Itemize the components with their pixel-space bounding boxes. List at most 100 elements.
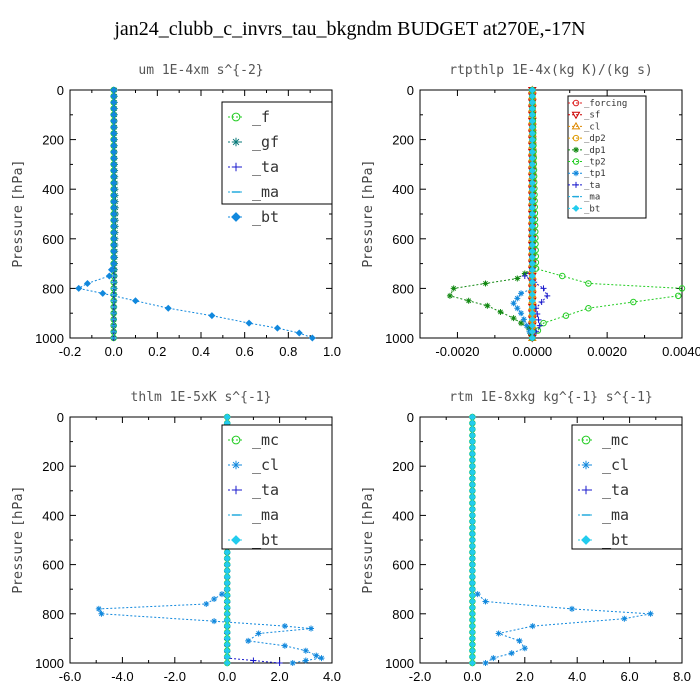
legend-marker xyxy=(231,212,241,222)
series-bt xyxy=(528,86,536,342)
data-point xyxy=(523,322,530,329)
x-tick-label: -2.0 xyxy=(164,669,186,684)
data-point xyxy=(497,308,504,315)
x-tick-label: 4.0 xyxy=(568,669,586,684)
data-point xyxy=(110,136,118,144)
legend-marker xyxy=(231,137,241,147)
data-point xyxy=(110,179,118,187)
data-point xyxy=(110,148,118,156)
data-point xyxy=(223,659,231,667)
data-point xyxy=(110,173,118,181)
data-point xyxy=(508,650,515,657)
series-bt xyxy=(75,86,316,342)
legend-marker xyxy=(581,460,591,470)
chart-panel-2: rtpthlp 1E-4x(kg K)/(kg s) Pressure [hPa]… xyxy=(361,63,700,359)
y-tick-label: 800 xyxy=(392,281,414,296)
data-point xyxy=(482,660,489,666)
legend-label: _ta xyxy=(252,158,279,176)
data-point xyxy=(218,591,225,598)
data-point xyxy=(529,623,536,630)
data-point xyxy=(110,253,118,261)
data-point xyxy=(528,278,536,286)
data-point xyxy=(528,235,536,243)
legend-label: _tp1 xyxy=(584,169,606,179)
data-point xyxy=(468,499,476,507)
y-tick-label: 1000 xyxy=(385,331,414,346)
data-point xyxy=(450,285,457,292)
data-point xyxy=(203,600,210,607)
data-point xyxy=(516,637,523,644)
data-point xyxy=(110,204,118,212)
data-point xyxy=(110,222,118,230)
data-point xyxy=(647,610,654,617)
data-point xyxy=(528,179,536,187)
data-point xyxy=(273,324,281,332)
data-point xyxy=(110,210,118,218)
y-tick-label: 600 xyxy=(42,232,64,247)
data-point xyxy=(223,413,231,421)
data-point xyxy=(528,198,536,206)
x-tick-label: 0.8 xyxy=(279,344,297,359)
data-point xyxy=(468,438,476,446)
y-tick-label: 600 xyxy=(392,232,414,247)
data-point xyxy=(528,253,536,261)
data-point xyxy=(281,623,288,630)
data-point xyxy=(468,444,476,452)
data-point xyxy=(468,616,476,624)
legend-marker xyxy=(571,111,581,120)
legend-label: _dp1 xyxy=(584,146,606,156)
data-point xyxy=(474,591,481,598)
data-point xyxy=(528,284,536,292)
data-point xyxy=(528,297,536,305)
legend-label: _f xyxy=(252,108,270,126)
legend-marker xyxy=(572,134,580,142)
data-point xyxy=(110,198,118,206)
legend-marker xyxy=(581,485,591,495)
data-point xyxy=(528,334,536,342)
data-point xyxy=(468,622,476,630)
x-tick-label: 0.0 xyxy=(463,669,481,684)
legend-label: _tp2 xyxy=(584,158,606,168)
data-point xyxy=(468,628,476,636)
y-tick-label: 800 xyxy=(42,281,64,296)
legend-marker xyxy=(573,181,579,188)
series-line xyxy=(531,89,683,339)
data-point xyxy=(528,136,536,144)
data-point xyxy=(223,610,231,618)
legend-label: _ta xyxy=(252,481,279,499)
series-bt xyxy=(468,413,476,667)
data-point xyxy=(528,247,536,255)
data-point xyxy=(276,660,283,666)
legend-marker xyxy=(231,460,241,470)
x-tick-label: -0.0020 xyxy=(435,344,479,359)
data-point xyxy=(110,123,118,131)
y-tick-label: 0 xyxy=(407,83,414,98)
data-point xyxy=(223,554,231,562)
data-point xyxy=(528,173,536,181)
data-point xyxy=(468,573,476,581)
data-point xyxy=(110,235,118,243)
data-point xyxy=(528,92,536,100)
data-point xyxy=(223,622,231,630)
data-point xyxy=(468,505,476,513)
data-point xyxy=(528,185,536,193)
data-point xyxy=(510,300,517,307)
data-point xyxy=(468,548,476,556)
data-point xyxy=(514,305,521,312)
data-point xyxy=(562,312,570,319)
data-point xyxy=(468,456,476,464)
y-tick-label: 1000 xyxy=(35,656,64,671)
legend-marker xyxy=(572,99,580,107)
data-point xyxy=(223,561,231,569)
data-point xyxy=(223,573,231,581)
data-point xyxy=(538,299,545,306)
y-tick-label: 1000 xyxy=(385,656,414,671)
series-line xyxy=(449,90,533,339)
data-point xyxy=(528,129,536,137)
data-point xyxy=(223,591,231,599)
data-point xyxy=(107,266,115,274)
data-point xyxy=(484,302,491,309)
data-point xyxy=(281,642,288,649)
data-point xyxy=(528,117,536,125)
